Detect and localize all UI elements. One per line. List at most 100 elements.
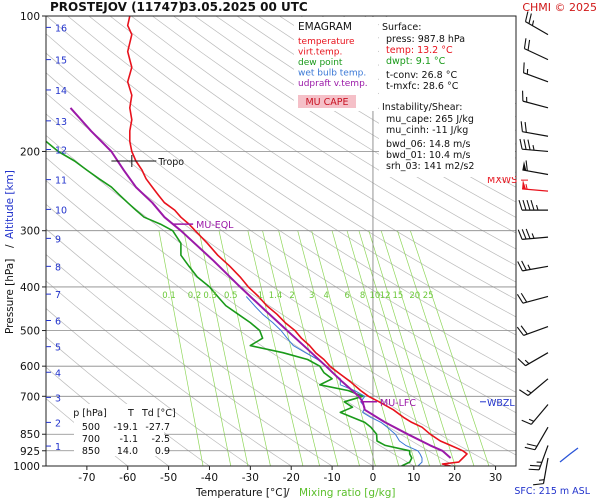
- mixing-ratio-line: [346, 230, 417, 466]
- mixing-ratio-label: 25: [423, 291, 434, 301]
- x-tick-label: -70: [78, 472, 95, 484]
- mixing-ratio-line: [278, 230, 339, 466]
- altitude-tick-label: 7: [55, 290, 61, 301]
- wind-barb: [522, 179, 549, 192]
- temperature-series-line: [126, 16, 468, 466]
- altitude-tick-label: 10: [55, 205, 67, 216]
- level-table-header: p [hPa]: [73, 408, 107, 419]
- wind-barb-feather: [528, 13, 532, 24]
- level-table-cell: -2.5: [151, 434, 170, 445]
- wind-barb-half-feather: [525, 184, 528, 190]
- mixing-ratio-label: 0.5: [224, 291, 238, 301]
- legend-item-label: dew point: [298, 58, 343, 68]
- level-table-header: T: [127, 408, 134, 419]
- wind-barb-feather: [525, 228, 531, 239]
- wind-barb-staff: [542, 457, 549, 484]
- mixing-ratio-labels: 0.1 0.2 0.3 0.5 1 1.4 2 3 4 6 8 10 12 15 20 25: [162, 291, 433, 301]
- wind-barb: [521, 404, 549, 425]
- altitude-tick-label: 12: [55, 145, 67, 156]
- altitude-tick-label: 11: [55, 176, 67, 187]
- altitude-tick-label: 1: [55, 442, 61, 453]
- mixing-ratio-label: 15: [393, 291, 404, 301]
- wind-barb-staff: [522, 131, 549, 137]
- altitude-tick-label: 8: [55, 262, 61, 273]
- wind-barb-staff: [522, 148, 549, 153]
- wind-barb-staff: [527, 378, 549, 396]
- mixing-ratio-line: [358, 230, 430, 466]
- wbzl-label: WBZL: [487, 398, 515, 409]
- mixing-ratio-line: [247, 230, 304, 466]
- mixing-ratio-label: 6: [344, 291, 349, 301]
- srh-03-value: srh_03: 141 m2/s2: [386, 161, 474, 172]
- dry-adiabat: [215, 16, 516, 203]
- x-tick-label: -30: [242, 472, 259, 484]
- wind-barb: [533, 457, 549, 486]
- mixing-ratio-line: [198, 230, 249, 466]
- wind-barb-feather: [521, 419, 532, 425]
- x-tick-label: -60: [119, 472, 136, 484]
- wind-barb-half-feather: [524, 359, 530, 365]
- x-axis-ticks: -70 -60 -50 -40 -30 -20 -10 0 10 20 30: [78, 466, 502, 484]
- pressure-tick-label: 200: [20, 146, 40, 158]
- wind-barb-staff: [538, 445, 549, 471]
- copyright-text: CHMI © 2025: [522, 1, 597, 14]
- altitude-tick-label: 2: [55, 418, 61, 429]
- wind-barb-half-feather: [526, 389, 532, 394]
- x-tick-label: 0: [370, 472, 377, 484]
- wind-barb-pennant: [522, 179, 527, 190]
- surface-height-label: SFC: 215 m ASL: [514, 486, 590, 497]
- mixing-ratio-label: 20: [409, 291, 420, 301]
- datetime-title: 03.05.2025 00 UTC: [180, 0, 308, 14]
- altitude-tick-label: 4: [55, 368, 61, 379]
- dry-adiabat: [194, 16, 516, 218]
- wind-barb-staff: [522, 188, 549, 192]
- mxws-label: MXWS: [487, 175, 517, 186]
- wind-barb-feather: [519, 138, 523, 150]
- pressure-tick-label: 925: [20, 446, 40, 458]
- wind-barb-staff: [530, 404, 549, 425]
- legend-item-label: temperature: [298, 37, 355, 47]
- mixing-ratio-line: [297, 230, 360, 466]
- surface-tconv: t-conv: 26.8 °C: [386, 70, 457, 81]
- mixing-ratio-line: [410, 230, 490, 466]
- mixing-ratio-label: 8: [360, 291, 365, 301]
- mixing-ratio-label: 1.4: [269, 291, 283, 301]
- mu-cinh-value: mu_cinh: -11 J/kg: [386, 125, 468, 136]
- mu-eql-label: MU-EQL: [196, 220, 234, 231]
- mixing-ratio-label: 2: [289, 291, 294, 301]
- wind-barb-half-feather: [531, 20, 535, 26]
- pressure-ticks: 100 200 300 400 500 600 700 850 925 1000: [13, 11, 46, 473]
- wind-barb-feather: [526, 443, 538, 447]
- profile-series: [46, 16, 468, 466]
- altitude-tick-label: 15: [55, 56, 67, 67]
- mixing-ratio-label: 4: [323, 291, 328, 301]
- pressure-tick-label: 700: [20, 391, 40, 403]
- pressure-tick-label: 850: [20, 429, 40, 441]
- bwd-01-value: bwd_01: 10.4 m/s: [386, 150, 471, 161]
- x-tick-label: -40: [201, 472, 218, 484]
- wind-barb: [520, 121, 549, 137]
- pressure-tick-label: 100: [20, 11, 40, 23]
- altitude-tick-label: 13: [55, 117, 67, 128]
- level-table-cell: -27.7: [145, 422, 170, 433]
- legend-item-label: virt.temp.: [298, 48, 342, 58]
- wind-barb-feather: [524, 446, 536, 451]
- wind-barb-staff: [522, 236, 549, 240]
- level-table-cell: 700: [82, 434, 100, 445]
- level-table-cell: -1.1: [119, 434, 138, 445]
- mixing-ratio-line: [368, 230, 442, 466]
- y-axis-title-altitude: Altitude [km]: [4, 170, 16, 239]
- wind-barb-feather: [518, 199, 523, 211]
- surface-temp: temp: 13.2 °C: [386, 45, 453, 56]
- mixing-ratio-line: [311, 230, 376, 466]
- wind-barb: [517, 228, 549, 240]
- level-table-cell: 500: [82, 422, 100, 433]
- wind-barb-feather: [520, 325, 528, 335]
- dry-adiabat: [109, 16, 516, 283]
- pressure-tick-label: 300: [20, 226, 40, 238]
- level-table: p [hPa] T Td [°C] 500 -19.1 -27.7 700 -1.1 -2.5 8…: [73, 408, 175, 457]
- wind-barb: [519, 138, 549, 153]
- altitude-tick-label: 9: [55, 234, 61, 245]
